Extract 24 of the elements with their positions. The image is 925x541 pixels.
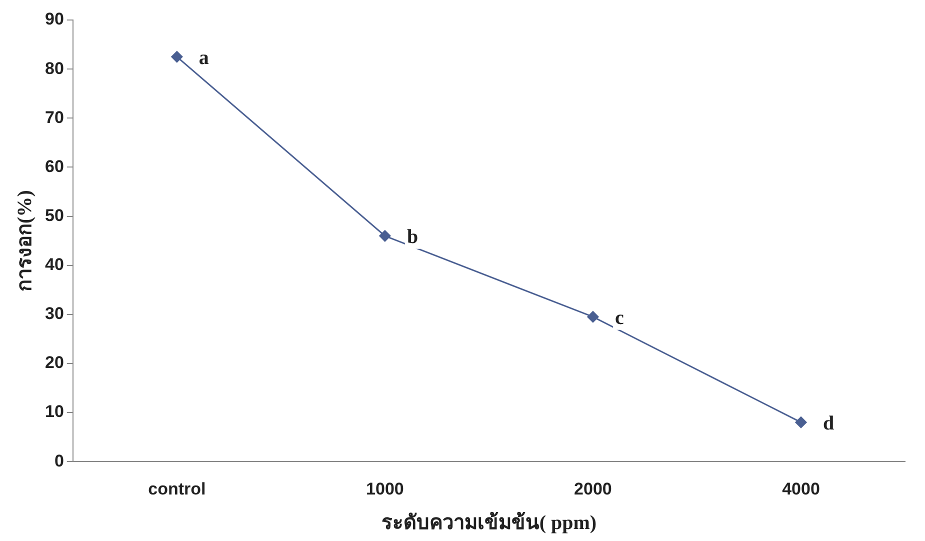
annotation: a xyxy=(198,46,209,69)
y-tick-label: 10 xyxy=(44,402,64,422)
y-tick-label: 20 xyxy=(44,353,64,372)
y-tick-label: 90 xyxy=(44,10,64,29)
y-tick-label: 60 xyxy=(44,156,64,176)
point xyxy=(795,416,807,428)
annotation: d xyxy=(822,412,834,435)
y-axis-title: การงอก(%) xyxy=(14,190,36,292)
annotation: c xyxy=(614,307,624,330)
y-tick-label: 40 xyxy=(44,255,64,274)
x-tick-label: 4000 xyxy=(782,479,820,498)
x-tick-label: 2000 xyxy=(574,479,612,498)
point xyxy=(171,51,183,63)
y-tick-label: 30 xyxy=(44,304,64,324)
y-tick-label: 50 xyxy=(44,206,64,225)
x-axis-title: ระดับความเข้มข้น( ppm) xyxy=(381,511,597,534)
y-tick-label: 70 xyxy=(44,108,64,127)
y-tick-label: 0 xyxy=(54,451,64,470)
x-tick-label: 1000 xyxy=(366,479,404,498)
x-tick-label: control xyxy=(148,479,206,498)
point xyxy=(379,230,391,242)
point xyxy=(587,311,599,323)
y-tick-label: 80 xyxy=(44,58,64,78)
annotation: b xyxy=(406,226,418,248)
